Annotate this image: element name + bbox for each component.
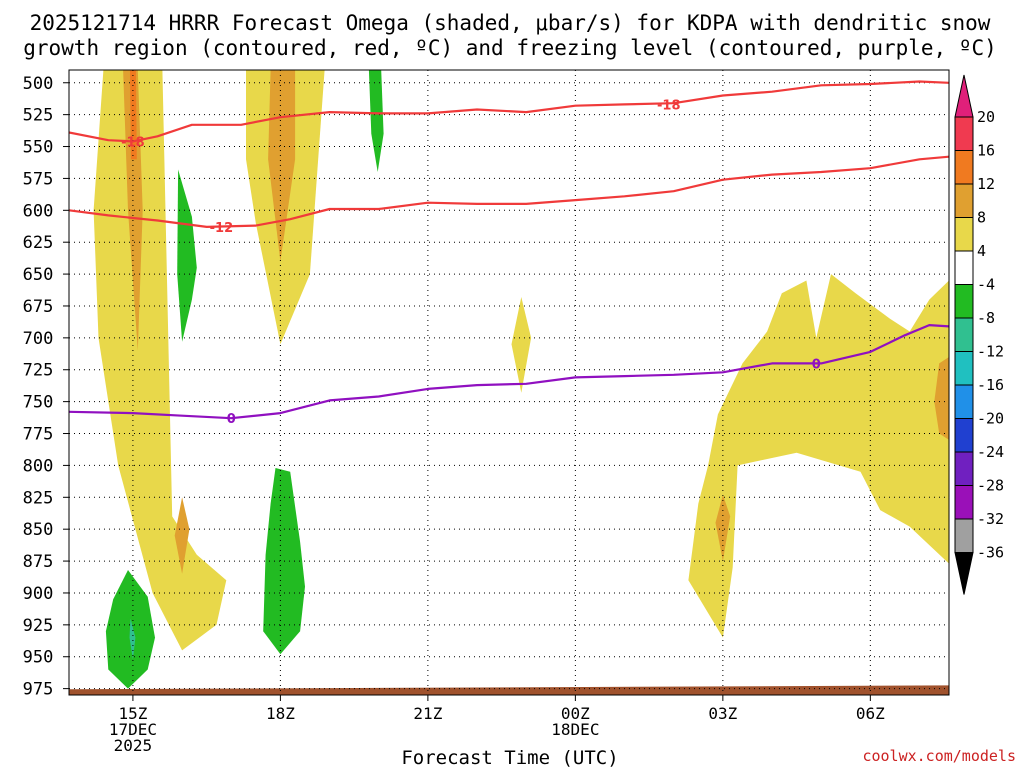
colorbar-box-2	[954, 183, 974, 218]
y-axis: 500 525 550 575 600 625 650 675 700 725 750 775 800 8…	[23, 74, 69, 700]
x-tick-label-21Z: 21Z	[413, 704, 442, 723]
colorbar: 20 16 12 8 4 -4 -8 -12 -16 -20 -24 -28 -32 -36	[954, 74, 1004, 595]
colorbar-box-12	[954, 518, 974, 553]
y-tick-label-675: 675	[23, 297, 54, 317]
y-tick-label-575: 575	[23, 169, 54, 189]
colorbar-box-0	[954, 116, 974, 151]
x-tick-label-06Z: 06Z	[856, 704, 885, 723]
dgz-contour-minus18	[69, 80, 949, 143]
x-tick-label-15Z: 15Z	[118, 704, 147, 723]
y-tick-label-875: 875	[23, 552, 54, 572]
y-tick-label-975: 975	[23, 680, 54, 700]
colorbar-box-1	[954, 150, 974, 185]
colorbar-label--36: -36	[977, 544, 1004, 562]
omega-orange-small-845	[174, 497, 190, 574]
colorbar-label-16: 16	[977, 142, 995, 160]
omega-red-early-column	[130, 70, 137, 160]
colorbar-box-9	[954, 418, 974, 453]
colorbar-box-5	[954, 284, 974, 319]
grid-lines	[69, 70, 949, 695]
freezing-level-0	[69, 324, 949, 420]
terrain-surface	[69, 685, 949, 695]
omega-orange-small-0300	[715, 494, 731, 562]
colorbar-label--24: -24	[977, 443, 1004, 461]
y-tick-label-800: 800	[23, 456, 54, 476]
y-tick-label-625: 625	[23, 233, 54, 253]
colorbar-label-4: 4	[977, 242, 986, 260]
freezing-level-0-label-0: 0	[227, 412, 236, 427]
y-tick-label-500: 500	[23, 74, 54, 94]
omega-green-2000-column	[368, 70, 384, 172]
y-tick-label-725: 725	[23, 361, 54, 381]
dgz-contour-minus18-label-1: -18	[657, 98, 681, 113]
y-tick-label-600: 600	[23, 201, 54, 221]
colorbar-top-triangle	[954, 74, 974, 118]
colorbar-label--28: -28	[977, 477, 1004, 495]
x-axis-label: Forecast Time (UTC)	[401, 747, 618, 768]
y-tick-label-950: 950	[23, 648, 54, 668]
colorbar-box-4	[954, 250, 974, 285]
y-tick-label-850: 850	[23, 520, 54, 540]
dgz-contour-minus18-label-0: -18	[121, 135, 145, 150]
omega-teal-early-low	[129, 618, 136, 660]
x-tick-label-18Z: 18Z	[266, 704, 295, 723]
freezing-level-0-label-1: 0	[812, 357, 821, 372]
x-tick-label-00Z: 00Z	[561, 704, 590, 723]
colorbar-label-8: 8	[977, 209, 986, 227]
dgz-contour-minus12	[69, 155, 949, 228]
colorbar-box-3	[954, 217, 974, 252]
colorbar-box-6	[954, 317, 974, 352]
colorbar-label--12: -12	[977, 343, 1004, 361]
x-tick-label-03Z: 03Z	[708, 704, 737, 723]
x-tick-label-18DEC: 18DEC	[551, 720, 599, 739]
y-tick-label-700: 700	[23, 329, 54, 349]
colorbar-box-11	[954, 485, 974, 520]
colorbar-label--16: -16	[977, 376, 1004, 394]
dgz-contour-minus12-label-0: -12	[210, 221, 234, 236]
plot-area	[69, 70, 949, 695]
colorbar-label--8: -8	[977, 309, 995, 327]
x-tick-label-2025: 2025	[114, 736, 153, 755]
colorbar-label-12: 12	[977, 175, 995, 193]
x-tick-label-17DEC: 17DEC	[109, 720, 157, 739]
colorbar-label--4: -4	[977, 276, 995, 294]
y-tick-label-525: 525	[23, 106, 54, 126]
chart-title-line1: 2025121714 HRRR Forecast Omega (shaded, …	[30, 11, 991, 35]
omega-yellow-small-2230	[511, 297, 532, 393]
y-tick-label-750: 750	[23, 393, 54, 413]
colorbar-box-8	[954, 384, 974, 419]
y-tick-label-925: 925	[23, 616, 54, 636]
colorbar-box-7	[954, 351, 974, 386]
omega-orange-late-right	[934, 357, 949, 440]
y-tick-label-900: 900	[23, 584, 54, 604]
colorbar-label--32: -32	[977, 510, 1004, 528]
colorbar-box-10	[954, 451, 974, 486]
contour-lines: -18 -18 -12 0 0	[69, 80, 949, 427]
y-tick-label-550: 550	[23, 138, 54, 158]
plot-frame	[68, 69, 950, 696]
omega-green-1600-column	[177, 169, 197, 342]
credit-text[interactable]: coolwx.com/models	[862, 747, 1016, 765]
omega-yellow-early-column	[93, 70, 227, 651]
colorbar-label-20: 20	[977, 108, 995, 126]
colorbar-label--20: -20	[977, 410, 1004, 428]
chart-title-line2: growth region (contoured, red, ºC) and f…	[23, 36, 997, 60]
y-tick-label-775: 775	[23, 425, 54, 445]
y-tick-label-825: 825	[23, 488, 54, 508]
y-tick-label-650: 650	[23, 265, 54, 285]
colorbar-bottom-triangle	[954, 552, 974, 595]
omega-yellow-late-region	[688, 274, 949, 638]
